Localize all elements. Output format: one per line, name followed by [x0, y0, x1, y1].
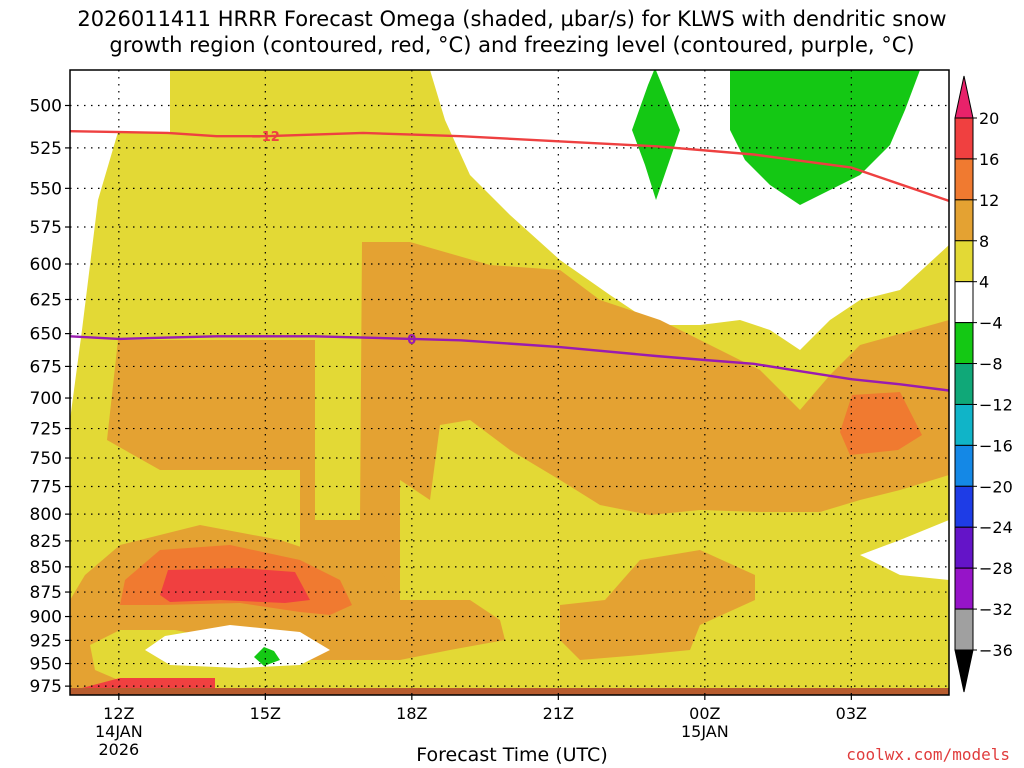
- colorbar-label: −8: [979, 355, 1003, 374]
- colorbar-label: 12: [979, 191, 999, 210]
- x-tick-label: 03Z: [836, 704, 867, 723]
- omega-fill-8-12-upper: [107, 242, 949, 610]
- colorbar-box: [954, 485, 974, 528]
- colorbar-label: 4: [979, 273, 989, 292]
- colorbar-box: [954, 444, 974, 487]
- contour-label: 0: [407, 333, 416, 348]
- colorbar-box: [954, 526, 974, 569]
- x-tick-year: 2026: [98, 740, 139, 759]
- omega-fill-16-20: [160, 568, 310, 603]
- omega-fill-12-16-right: [840, 392, 922, 455]
- y-tick-label: 850: [30, 558, 62, 578]
- colorbar-box: [954, 363, 974, 405]
- contour-line: [70, 129, 949, 203]
- y-tick-label: 600: [30, 255, 62, 275]
- colorbar-box: [954, 322, 974, 365]
- contour-line: [70, 335, 949, 392]
- chart-title-line1: 2026011411 HRRR Forecast Omega (shaded, …: [77, 7, 947, 31]
- colorbar-box: [954, 117, 974, 160]
- colorbar-box: [954, 240, 974, 283]
- x-tick-label: 00Z: [689, 704, 720, 723]
- y-tick-label: 800: [30, 505, 62, 525]
- x-axis-label: Forecast Time (UTC): [416, 744, 608, 766]
- x-tick-label: 18Z: [396, 704, 427, 723]
- y-tick-label: 675: [30, 357, 62, 377]
- omega-fill-16-20-surface: [82, 678, 215, 688]
- colorbar-label: 16: [979, 150, 999, 169]
- colorbar-label: −16: [979, 436, 1013, 455]
- omega-fill-neg-8-4-b: [730, 70, 920, 205]
- omega-fill-neg-8-4-c: [254, 647, 280, 666]
- y-tick-label: 775: [30, 478, 62, 498]
- colorbar-box: [954, 567, 974, 610]
- watermark: coolwx.com/models: [846, 745, 1010, 764]
- colorbar-label: 20: [979, 109, 999, 128]
- y-tick-label: 525: [30, 139, 62, 159]
- y-tick-label: 575: [30, 218, 62, 238]
- colorbar-label: −12: [979, 395, 1013, 414]
- colorbar-box: [954, 199, 974, 242]
- colorbar-label: −20: [979, 477, 1013, 496]
- colorbar-label: 8: [979, 232, 989, 251]
- colorbar-label: −36: [979, 641, 1013, 660]
- contour-label: −12: [251, 130, 280, 145]
- x-tick-label: 21Z: [543, 704, 574, 723]
- colorbar-label: −24: [979, 518, 1013, 537]
- colorbar-box: [954, 281, 974, 324]
- x-tick-label: 12Z: [103, 704, 134, 723]
- y-tick-label: 625: [30, 291, 62, 311]
- y-tick-label: 550: [30, 179, 62, 199]
- y-tick-label: 900: [30, 608, 62, 628]
- y-tick-label: 700: [30, 389, 62, 409]
- y-tick-label: 725: [30, 420, 62, 440]
- colorbar-bottom-triangle: [954, 649, 974, 693]
- colorbar-top-triangle: [954, 75, 974, 119]
- colorbar-box: [954, 608, 974, 651]
- y-tick-label: 925: [30, 631, 62, 651]
- omega-fill-neg-8-4-a: [632, 70, 680, 200]
- colorbar-box: [954, 158, 974, 201]
- plot-frame: [69, 69, 950, 696]
- omega-hole-surface: [145, 625, 330, 668]
- y-tick-label: 650: [30, 325, 62, 345]
- omega-fill-8-12-lower-right: [560, 550, 755, 660]
- y-tick-label: 500: [30, 96, 62, 116]
- y-tick-label: 750: [30, 449, 62, 469]
- colorbar-label: −32: [979, 600, 1013, 619]
- x-tick-date: 14JAN: [95, 722, 143, 741]
- chart-title-line2: growth region (contoured, red, °C) and f…: [109, 33, 915, 57]
- colorbar-label: −4: [979, 314, 1003, 333]
- colorbar: 20 16 12 8 4 −4 −8 −12 −16 −20 −24 −28 −32 −36: [954, 75, 1013, 693]
- colorbar-label: −28: [979, 559, 1013, 578]
- x-tick-date: 15JAN: [681, 722, 729, 741]
- y-tick-label: 975: [30, 677, 62, 697]
- chart-title: 2026011411 HRRR Forecast Omega (shaded, …: [0, 6, 1024, 58]
- y-tick-label: 950: [30, 655, 62, 675]
- contours: −12 0: [70, 129, 949, 392]
- omega-shading: [70, 70, 949, 695]
- y-tick-label: 825: [30, 532, 62, 552]
- colorbar-box: [954, 403, 974, 446]
- y-tick-label: 875: [30, 583, 62, 603]
- x-tick-label: 15Z: [250, 704, 281, 723]
- terrain-strip: [70, 688, 949, 695]
- y-axis: 500 525 550 575 600 625 650 675 700 725 750 775 800 8…: [30, 96, 70, 697]
